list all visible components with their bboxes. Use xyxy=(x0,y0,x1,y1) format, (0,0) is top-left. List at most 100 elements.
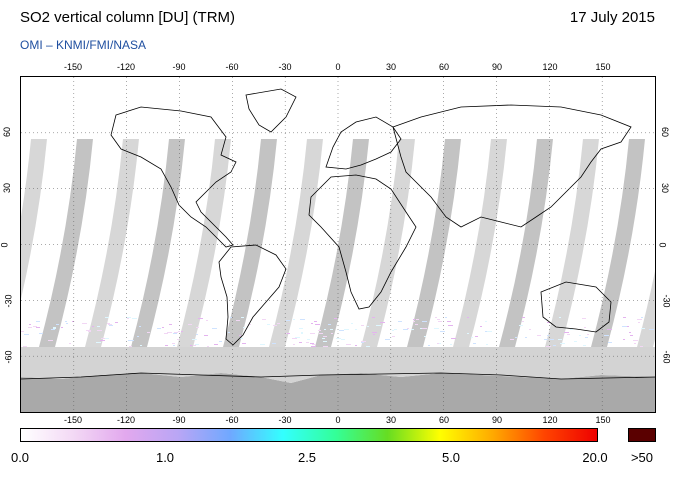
so2-pixel xyxy=(487,331,492,332)
so2-pixel xyxy=(177,339,179,340)
so2-pixel xyxy=(188,324,192,325)
so2-pixel xyxy=(190,345,192,346)
so2-pixel xyxy=(299,342,302,343)
so2-pixel xyxy=(547,322,550,323)
so2-pixel xyxy=(547,335,549,336)
so2-pixel xyxy=(293,344,295,345)
so2-pixel xyxy=(633,340,638,341)
lon-tick-label: -150 xyxy=(63,62,83,72)
so2-pixel xyxy=(72,321,74,322)
so2-pixel xyxy=(243,327,245,328)
lon-tick-label: 150 xyxy=(595,62,611,72)
lon-tick-label: -90 xyxy=(172,415,186,425)
so2-pixel xyxy=(438,321,442,322)
so2-pixel xyxy=(66,323,68,324)
so2-pixel xyxy=(608,342,612,343)
so2-pixel xyxy=(373,334,375,335)
lon-tick-label: 150 xyxy=(595,415,611,425)
so2-pixel xyxy=(560,343,565,344)
orbit-gap-swath xyxy=(39,139,93,347)
orbit-gap-swath xyxy=(131,139,185,347)
so2-pixel xyxy=(515,337,517,338)
so2-pixel xyxy=(39,333,43,334)
so2-pixel xyxy=(380,322,385,323)
south-america-coast xyxy=(218,244,287,346)
so2-pixel xyxy=(315,324,320,325)
so2-pixel xyxy=(88,331,91,332)
so2-pixel xyxy=(467,333,469,334)
so2-pixel xyxy=(574,341,577,342)
lat-tick-label: 60 xyxy=(660,127,671,138)
orbit-gap-swath xyxy=(223,139,277,347)
so2-pixel xyxy=(579,335,581,336)
so2-pixel xyxy=(448,325,453,326)
so2-pixel xyxy=(331,333,333,334)
so2-pixel xyxy=(260,344,265,345)
so2-pixel xyxy=(422,328,427,329)
lon-tick-label: -30 xyxy=(278,62,292,72)
so2-pixel xyxy=(311,346,316,347)
so2-pixel xyxy=(165,345,168,346)
so2-pixel xyxy=(582,318,586,319)
so2-pixel xyxy=(372,332,377,333)
so2-pixel xyxy=(23,346,27,347)
so2-pixel xyxy=(92,326,94,327)
so2-pixel xyxy=(583,345,586,346)
so2-pixel xyxy=(420,328,423,329)
so2-pixel xyxy=(623,339,625,340)
so2-pixel xyxy=(558,339,562,340)
lon-tick-label: 60 xyxy=(438,415,450,425)
so2-pixel xyxy=(96,342,101,343)
so2-pixel xyxy=(300,319,305,320)
so2-pixel xyxy=(162,327,164,328)
so2-pixel xyxy=(428,345,430,346)
map-date: 17 July 2015 xyxy=(569,9,655,26)
so2-pixel xyxy=(301,332,303,333)
so2-pixel xyxy=(139,326,141,327)
so2-pixel xyxy=(641,328,645,329)
so2-pixel xyxy=(206,320,208,321)
so2-pixel xyxy=(48,340,53,341)
so2-pixel xyxy=(623,317,626,318)
so2-pixel xyxy=(323,346,328,347)
so2-pixel xyxy=(28,327,32,328)
so2-pixel xyxy=(324,329,326,330)
orbit-gap-swath xyxy=(545,139,599,347)
so2-pixel xyxy=(437,343,439,344)
so2-pixel xyxy=(86,330,91,331)
orbit-gap-swath xyxy=(269,139,323,347)
lon-tick-label: -90 xyxy=(172,62,186,72)
so2-pixel xyxy=(174,332,178,333)
lon-tick-label: -150 xyxy=(63,415,83,425)
so2-pixel xyxy=(319,333,323,334)
so2-pixel xyxy=(629,332,631,333)
so2-pixel xyxy=(314,321,317,322)
so2-pixel xyxy=(172,343,175,344)
so2-pixel xyxy=(439,343,441,344)
so2-pixel xyxy=(65,321,67,322)
so2-pixel xyxy=(567,334,570,335)
so2-pixel xyxy=(299,328,303,329)
so2-pixel xyxy=(451,338,456,339)
so2-pixel xyxy=(475,336,478,337)
so2-pixel xyxy=(351,323,353,324)
so2-pixel xyxy=(167,332,172,333)
so2-pixel xyxy=(637,319,642,320)
so2-pixel xyxy=(295,337,300,338)
so2-pixel xyxy=(361,325,364,326)
so2-pixel xyxy=(108,324,112,325)
so2-pixel xyxy=(21,331,24,332)
map-title: SO2 vertical column [DU] (TRM) xyxy=(20,9,236,26)
so2-pixel xyxy=(416,319,419,320)
colorbar-tick-label: 5.0 xyxy=(441,450,461,465)
so2-pixel xyxy=(413,321,415,322)
so2-pixel xyxy=(273,325,277,326)
so2-pixel xyxy=(129,340,134,341)
lat-tick-label: -60 xyxy=(661,350,672,364)
orbit-gap-swath xyxy=(21,139,47,299)
lon-tick-label: -60 xyxy=(225,415,239,425)
so2-pixel xyxy=(403,329,408,330)
so2-pixel xyxy=(249,324,251,325)
so2-pixel xyxy=(584,327,586,328)
so2-pixel xyxy=(522,317,525,318)
